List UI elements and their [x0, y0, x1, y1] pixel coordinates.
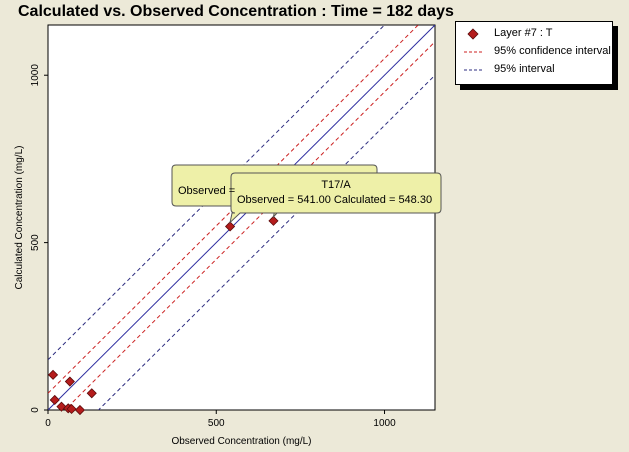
data-point-0-8[interactable] [224, 221, 236, 232]
data-point-0-6[interactable] [74, 404, 86, 416]
y-tick-label-2: 1000 [30, 64, 41, 87]
x-axis-label: Observed Concentration (mg/L) [171, 436, 311, 447]
y-tick-label-1: 500 [30, 234, 41, 251]
legend-entry-1: 95% confidence interval [456, 44, 612, 60]
legend: Layer #7 : T 95% confidence interval 95% i… [455, 21, 613, 85]
legend-dash-icon [464, 51, 482, 53]
legend-diamond-icon [467, 28, 479, 40]
data-point-0-5[interactable] [66, 403, 77, 415]
callout-value-0: Observed = [178, 185, 236, 197]
callout-title-1: T17/A [321, 179, 351, 191]
tooltip-callouts [171, 164, 442, 224]
data-point-0-0[interactable] [47, 369, 59, 380]
data-point-0-7[interactable] [86, 388, 97, 399]
legend-dash-icon [464, 69, 482, 71]
callout-value-1: Observed = 541.00 Calculated = 548.30 [237, 194, 433, 206]
x-tick-label-2: 1000 [373, 418, 396, 429]
data-point-0-1[interactable] [49, 394, 60, 406]
y-tick-label-0: 0 [30, 407, 41, 413]
chart-title: Calculated vs. Observed Concentration : … [18, 3, 454, 20]
legend-label-2: 95% interval [494, 63, 555, 75]
data-point-0-4[interactable] [64, 376, 75, 387]
legend-label-0: Layer #7 : T [494, 27, 553, 39]
legend-entry-2: 95% interval [456, 62, 612, 78]
data-point-0-9[interactable] [268, 215, 279, 226]
data-points [47, 215, 279, 416]
reference-line-0-0 [48, 25, 435, 410]
reference-lines [48, 25, 435, 410]
y-axis-label: Calculated Concentration (mg/L) [14, 146, 25, 290]
legend-entry-0: Layer #7 : T [456, 26, 612, 42]
legend-label-1: 95% confidence interval [494, 45, 611, 57]
x-tick-label-1: 500 [208, 418, 225, 429]
x-axis-ticks: 0 500 1000 [45, 410, 396, 429]
callout-box-1 [229, 172, 442, 224]
y-axis-ticks: 0 500 1000 [30, 64, 48, 413]
x-tick-label-0: 0 [45, 418, 51, 429]
